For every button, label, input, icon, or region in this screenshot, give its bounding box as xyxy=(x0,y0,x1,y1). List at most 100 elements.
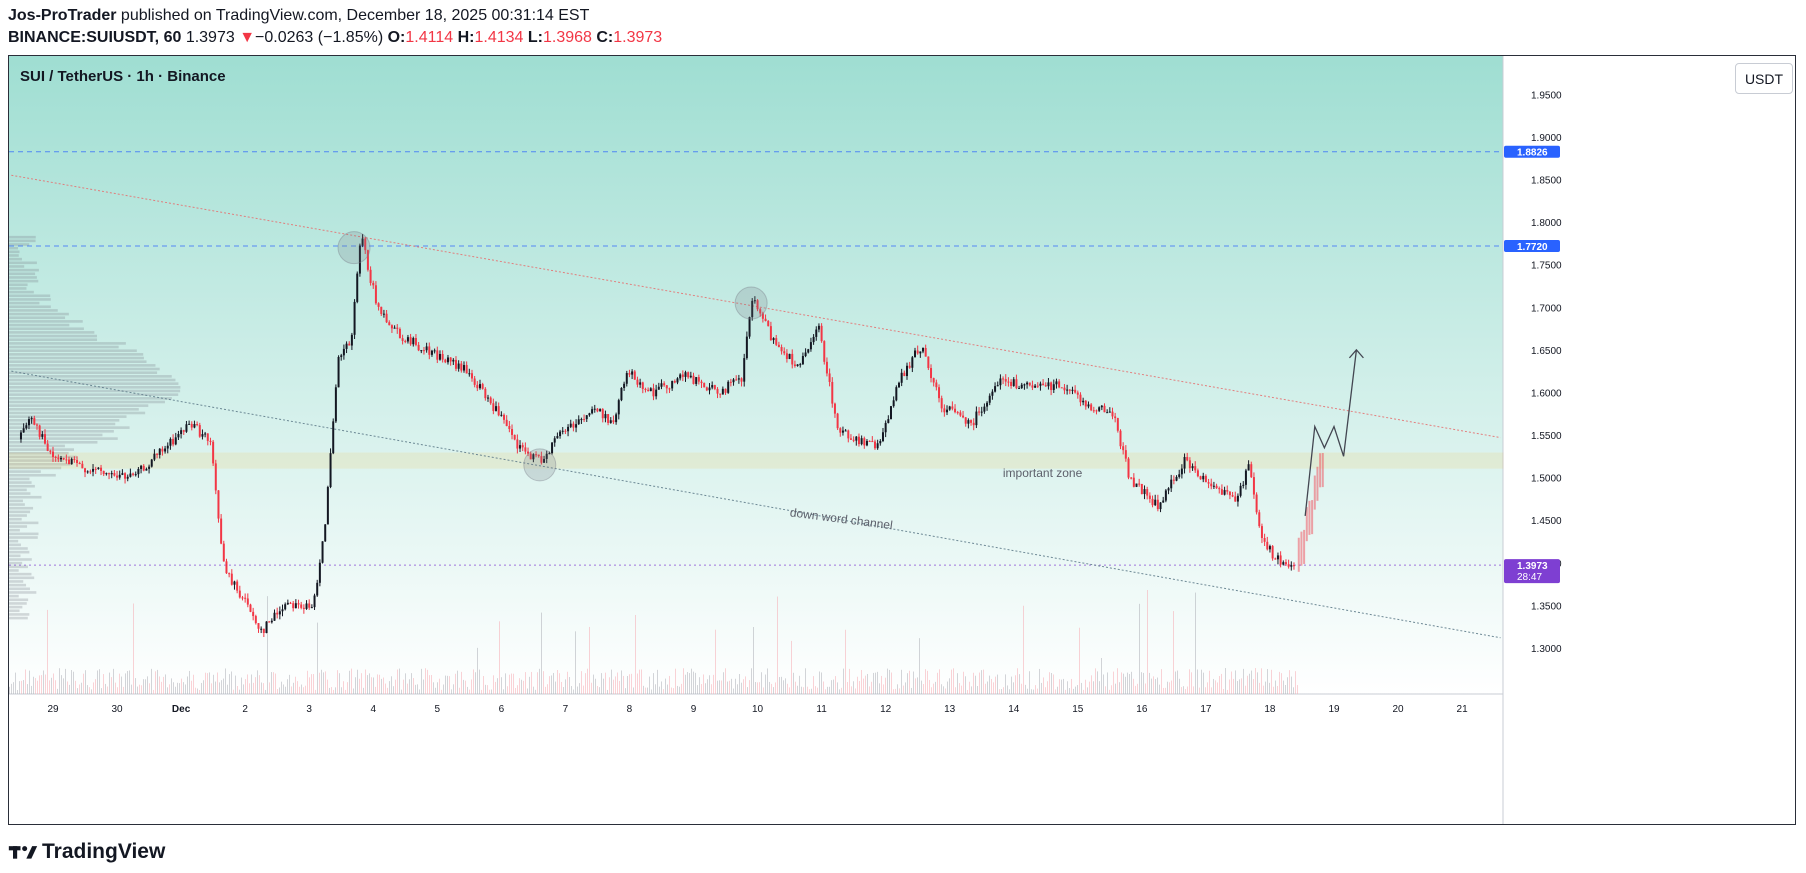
volume-bar xyxy=(1211,687,1212,694)
volume-bar xyxy=(387,687,388,694)
volume-bar xyxy=(771,683,772,694)
volume-bar xyxy=(127,670,128,694)
volume-bar xyxy=(165,674,166,694)
candle-body xyxy=(81,463,84,469)
volume-bar xyxy=(515,687,516,694)
candle-body xyxy=(204,433,207,435)
volume-bar xyxy=(875,672,876,694)
volume-bar xyxy=(687,672,688,694)
candle-body xyxy=(1092,410,1095,412)
volume-bar xyxy=(669,675,670,694)
volume-bar xyxy=(1139,603,1140,694)
candle-body xyxy=(836,413,839,429)
volume-bar xyxy=(1103,674,1104,694)
candle-body xyxy=(756,300,759,310)
volume-profile-bar xyxy=(9,580,24,583)
volume-bar xyxy=(661,681,662,694)
volume-bar xyxy=(835,676,836,694)
volume-profile-bar xyxy=(9,532,39,536)
volume-bar xyxy=(97,670,98,694)
candle-body xyxy=(462,365,465,371)
volume-bar xyxy=(385,683,386,694)
candle-body xyxy=(430,350,433,355)
volume-profile-bar xyxy=(9,334,97,338)
volume-profile-bar xyxy=(9,235,36,239)
volume-bar xyxy=(561,681,562,694)
volume-profile xyxy=(9,235,181,620)
volume-profile-bar xyxy=(9,327,84,331)
volume-bar xyxy=(419,689,420,694)
candle-body xyxy=(361,238,364,246)
volume-bar xyxy=(939,669,940,694)
highlight-circle-0 xyxy=(337,231,371,265)
volume-bar xyxy=(585,673,586,694)
volume-bar xyxy=(303,687,304,694)
candle-body xyxy=(1244,470,1247,485)
candle-body xyxy=(932,378,935,383)
candle-body xyxy=(1268,546,1271,550)
projection-candle xyxy=(1308,500,1311,535)
candle-body xyxy=(1231,495,1234,497)
currency-button[interactable]: USDT xyxy=(1735,63,1793,94)
volume-bar xyxy=(191,680,192,694)
volume-profile-bar xyxy=(9,484,35,488)
volume-bar xyxy=(41,675,42,694)
volume-bar xyxy=(431,675,432,694)
volume-bar xyxy=(395,679,396,694)
candle-body xyxy=(724,388,727,393)
volume-bar xyxy=(849,668,850,694)
candle-body xyxy=(591,409,594,414)
candle-body xyxy=(1239,485,1242,496)
volume-bar xyxy=(783,680,784,694)
volume-bar xyxy=(1011,676,1012,694)
volume-bar xyxy=(473,669,474,694)
volume-profile-bar xyxy=(9,466,62,470)
volume-bar xyxy=(261,682,262,694)
volume-bar xyxy=(837,682,838,694)
candle-body xyxy=(188,423,191,425)
volume-bar xyxy=(1091,675,1092,694)
chart-frame[interactable]: important zone down word channel 1.9500 1.9… xyxy=(8,55,1796,825)
volume-bar xyxy=(1189,669,1190,694)
volume-profile-bar xyxy=(9,301,40,305)
volume-bar xyxy=(115,682,116,694)
volume-bar xyxy=(255,677,256,694)
candle-body xyxy=(1191,466,1194,469)
candle-body xyxy=(124,473,127,479)
volume-bar xyxy=(239,689,240,694)
candle-body xyxy=(711,385,714,388)
volume-profile-bar xyxy=(9,404,149,407)
volume-bar xyxy=(383,677,384,694)
volume-profile-bar xyxy=(9,528,20,532)
candle-body xyxy=(831,381,834,404)
candle-body xyxy=(1004,379,1007,382)
last-price: 1.3973 xyxy=(185,29,235,46)
volume-bar xyxy=(337,670,338,694)
volume-bar xyxy=(291,686,292,694)
candle-body xyxy=(601,409,604,419)
candle-body xyxy=(180,430,183,435)
volume-bar xyxy=(233,689,234,694)
volume-profile-bar xyxy=(9,451,69,455)
volume-bar xyxy=(659,686,660,694)
x-tick-label: Dec xyxy=(172,704,191,715)
tradingview-brand[interactable]: TradingView xyxy=(42,840,166,863)
candle-body xyxy=(668,388,671,390)
volume-bar xyxy=(765,674,766,694)
candle-body xyxy=(468,373,471,375)
volume-profile-bar xyxy=(9,254,19,257)
volume-profile-bar xyxy=(9,525,28,528)
candle-body xyxy=(1146,489,1149,496)
volume-bar xyxy=(1197,669,1198,694)
candle-body xyxy=(198,425,201,437)
volume-bar xyxy=(63,678,64,694)
volume-bar xyxy=(589,626,590,694)
candle-body xyxy=(655,389,658,397)
author-name[interactable]: Jos-ProTrader xyxy=(8,7,117,24)
volume-bar xyxy=(311,674,312,694)
volume-bar xyxy=(439,678,440,694)
volume-bar xyxy=(879,683,880,694)
volume-profile-bar xyxy=(9,239,36,243)
volume-bar xyxy=(1207,682,1208,694)
